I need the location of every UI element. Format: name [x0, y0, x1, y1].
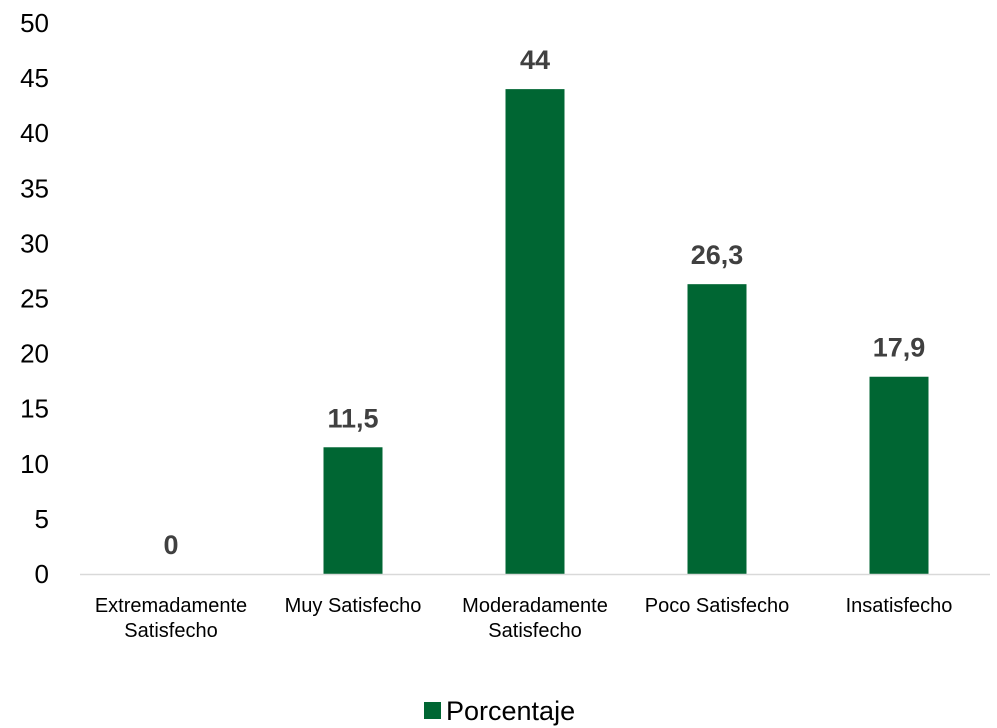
y-tick-label: 25	[20, 284, 49, 314]
data-label: 17,9	[873, 333, 926, 363]
x-axis-ticks: Extremadamente Satisfecho Muy Satisfecho Mo…	[95, 595, 953, 642]
data-labels: 0 11,5 44 26,3 17,9	[163, 45, 925, 560]
x-tick-line: Extremadamente	[95, 595, 247, 617]
legend-label-porcentaje: Porcentaje	[446, 696, 575, 726]
x-tick-line: Muy Satisfecho	[285, 595, 422, 617]
y-tick-label: 30	[20, 228, 49, 258]
data-label: 26,3	[691, 240, 744, 270]
bar	[505, 89, 565, 575]
y-tick-label: 10	[20, 449, 49, 479]
data-label: 44	[520, 45, 550, 75]
y-tick-label: 0	[35, 559, 49, 589]
y-tick-label: 20	[20, 339, 49, 369]
bars	[323, 89, 929, 575]
y-axis-ticks: 0 5 10 15 20 25 30 35 40 45 50	[20, 8, 49, 589]
y-tick-label: 15	[20, 394, 49, 424]
bar	[687, 284, 747, 574]
legend-swatch-porcentaje	[424, 702, 441, 719]
x-tick-line: Poco Satisfecho	[645, 595, 790, 617]
x-tick-label: Extremadamente Satisfecho	[95, 595, 247, 642]
data-label: 0	[163, 530, 178, 560]
x-tick-line: Satisfecho	[488, 620, 581, 642]
x-tick-label: Moderadamente Satisfecho	[462, 595, 608, 642]
x-tick-label: Poco Satisfecho	[645, 595, 790, 617]
y-tick-label: 40	[20, 118, 49, 148]
x-tick-label: Insatisfecho	[846, 595, 953, 617]
x-tick-line: Satisfecho	[124, 620, 217, 642]
x-tick-label: Muy Satisfecho	[285, 595, 422, 617]
legend: Porcentaje	[424, 696, 575, 726]
x-tick-line: Moderadamente	[462, 595, 608, 617]
y-tick-label: 5	[35, 504, 49, 534]
y-tick-label: 45	[20, 63, 49, 93]
data-label: 11,5	[327, 403, 378, 433]
y-tick-label: 50	[20, 8, 49, 38]
bar	[323, 447, 383, 574]
bar	[869, 376, 929, 574]
y-tick-label: 35	[20, 173, 49, 203]
x-tick-line: Insatisfecho	[846, 595, 953, 617]
